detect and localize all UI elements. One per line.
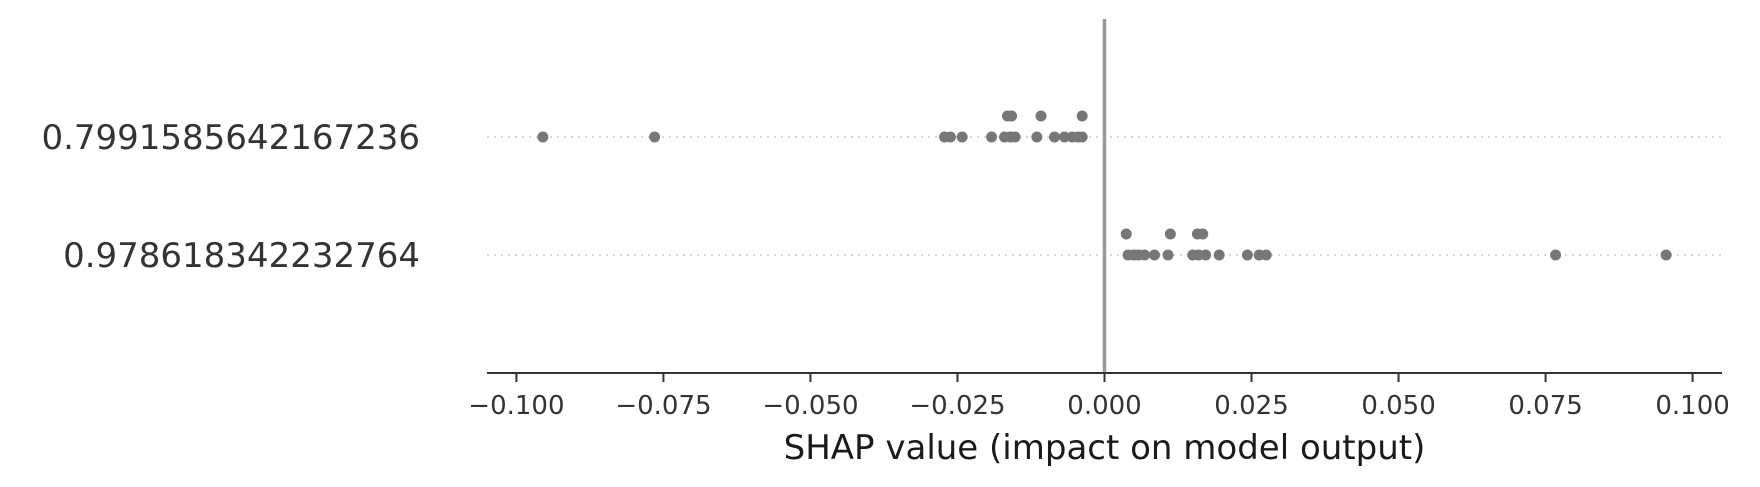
x-tick-label: 0.075 [1508, 391, 1582, 421]
shap-point [1009, 131, 1021, 143]
shap-point [1200, 249, 1212, 261]
shap-point [1241, 249, 1253, 261]
shap-point [986, 131, 998, 143]
shap-point [1162, 249, 1174, 261]
shap-point [1148, 249, 1160, 261]
shap-point [1076, 110, 1088, 122]
shap-point [1164, 228, 1176, 240]
x-axis-ticks: −0.100 −0.075 −0.050 −0.025 0.000 0.025 0.050 0… [468, 373, 1730, 421]
x-tick-label: 0.050 [1361, 391, 1435, 421]
shap-point [1031, 131, 1043, 143]
shap-point [944, 131, 956, 143]
shap-point [1049, 131, 1061, 143]
shap-points [537, 110, 1672, 261]
x-tick-label: 0.000 [1067, 391, 1141, 421]
feature-labels: 0.7991585642167236 0.978618342232764 [41, 118, 420, 276]
shap-point [1059, 131, 1071, 143]
shap-point [1197, 228, 1209, 240]
shap-point [1120, 228, 1132, 240]
shap-point [1260, 249, 1272, 261]
x-tick-label: −0.075 [615, 391, 711, 421]
x-tick-label: 0.025 [1214, 391, 1288, 421]
x-tick-label: −0.025 [909, 391, 1005, 421]
shap-point [956, 131, 968, 143]
shap-point [1006, 110, 1018, 122]
shap-point [1660, 249, 1672, 261]
x-tick-label: −0.100 [468, 391, 564, 421]
shap-point [649, 131, 661, 143]
shap-point [1138, 249, 1150, 261]
shap-point [1076, 131, 1088, 143]
feature-label: 0.7991585642167236 [41, 118, 420, 158]
shap-point [1035, 110, 1047, 122]
x-axis-title: SHAP value (impact on model output) [784, 428, 1426, 468]
shap-point [1213, 249, 1225, 261]
x-tick-label: −0.050 [762, 391, 858, 421]
shap-point [1550, 249, 1562, 261]
shap-point [537, 131, 549, 143]
feature-label: 0.978618342232764 [63, 236, 420, 276]
x-tick-label: 0.100 [1655, 391, 1729, 421]
